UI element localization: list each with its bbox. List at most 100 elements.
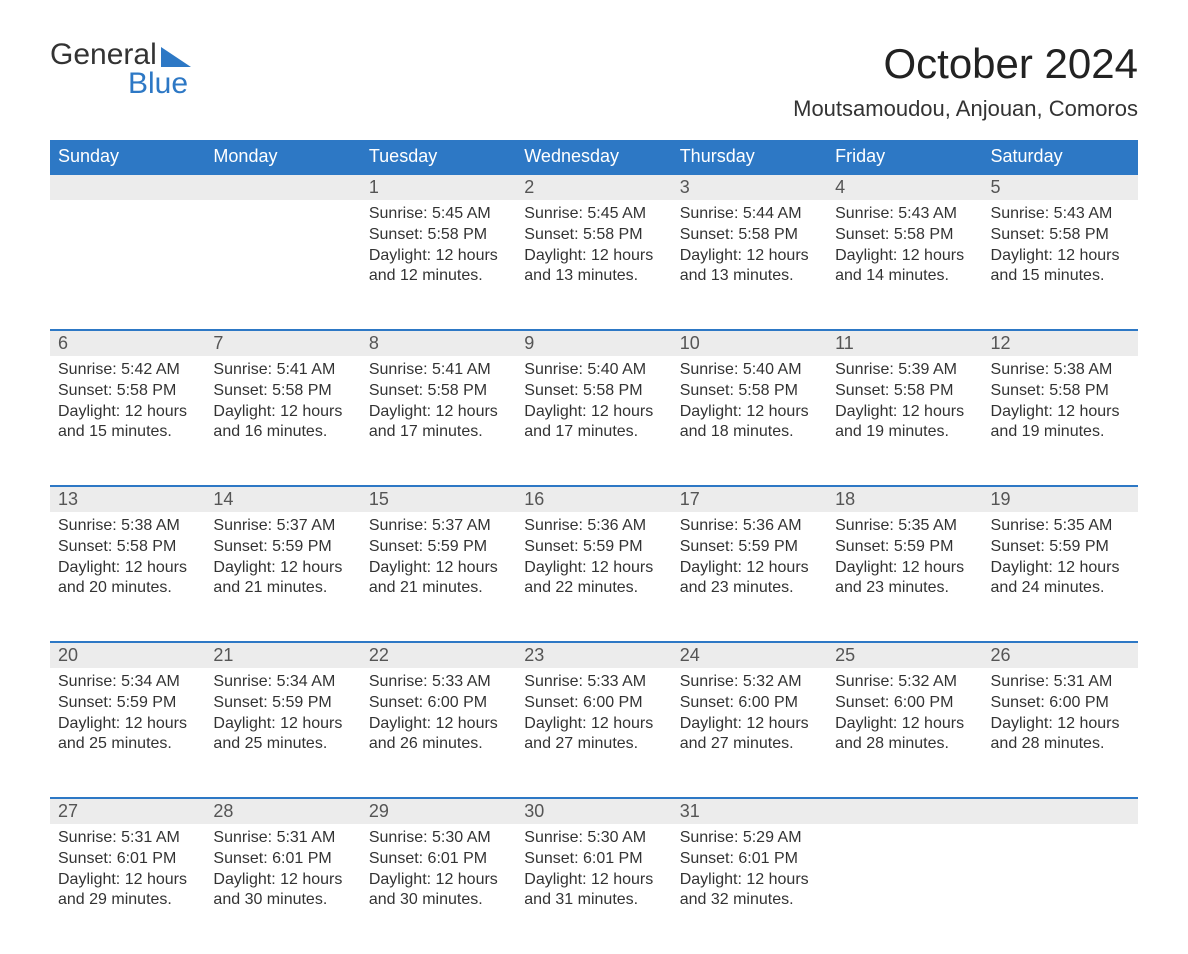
daylight-line: Daylight: 12 hours and 23 minutes. [680, 558, 819, 600]
day-cell: Sunrise: 5:34 AMSunset: 5:59 PMDaylight:… [50, 668, 205, 798]
daylight-line: Daylight: 12 hours and 29 minutes. [58, 870, 197, 912]
sunset-line: Sunset: 5:59 PM [991, 537, 1130, 558]
weekday-header: Monday [205, 140, 360, 174]
sunset-line: Sunset: 5:58 PM [524, 381, 663, 402]
daylight-line: Daylight: 12 hours and 13 minutes. [680, 246, 819, 288]
sunrise-line: Sunrise: 5:35 AM [991, 516, 1130, 537]
day-number: 1 [361, 174, 516, 200]
day-cell: Sunrise: 5:32 AMSunset: 6:00 PMDaylight:… [827, 668, 982, 798]
day-number: 22 [361, 642, 516, 668]
sunset-line: Sunset: 6:01 PM [213, 849, 352, 870]
sunset-line: Sunset: 6:01 PM [58, 849, 197, 870]
day-cell: Sunrise: 5:44 AMSunset: 5:58 PMDaylight:… [672, 200, 827, 330]
sunrise-line: Sunrise: 5:30 AM [524, 828, 663, 849]
sunset-line: Sunset: 5:58 PM [369, 381, 508, 402]
day-cell: Sunrise: 5:33 AMSunset: 6:00 PMDaylight:… [361, 668, 516, 798]
sunset-line: Sunset: 5:58 PM [213, 381, 352, 402]
day-number: 2 [516, 174, 671, 200]
daylight-line: Daylight: 12 hours and 25 minutes. [58, 714, 197, 756]
sunset-line: Sunset: 6:01 PM [524, 849, 663, 870]
daylight-line: Daylight: 12 hours and 21 minutes. [213, 558, 352, 600]
day-cell: Sunrise: 5:38 AMSunset: 5:58 PMDaylight:… [983, 356, 1138, 486]
week-daynum-row: 2728293031 [50, 798, 1138, 824]
daylight-line: Daylight: 12 hours and 32 minutes. [680, 870, 819, 912]
sunset-line: Sunset: 5:58 PM [58, 381, 197, 402]
day-cell: Sunrise: 5:43 AMSunset: 5:58 PMDaylight:… [827, 200, 982, 330]
sunrise-line: Sunrise: 5:36 AM [524, 516, 663, 537]
sunrise-line: Sunrise: 5:30 AM [369, 828, 508, 849]
day-number: 27 [50, 798, 205, 824]
week-body-row: Sunrise: 5:45 AMSunset: 5:58 PMDaylight:… [50, 200, 1138, 330]
calendar-table: SundayMondayTuesdayWednesdayThursdayFrid… [50, 140, 1138, 954]
sunset-line: Sunset: 5:59 PM [213, 693, 352, 714]
sunrise-line: Sunrise: 5:32 AM [835, 672, 974, 693]
week-body-row: Sunrise: 5:34 AMSunset: 5:59 PMDaylight:… [50, 668, 1138, 798]
sunrise-line: Sunrise: 5:36 AM [680, 516, 819, 537]
daylight-line: Daylight: 12 hours and 30 minutes. [213, 870, 352, 912]
sunrise-line: Sunrise: 5:45 AM [369, 204, 508, 225]
sunrise-line: Sunrise: 5:45 AM [524, 204, 663, 225]
sunset-line: Sunset: 5:58 PM [991, 225, 1130, 246]
sunrise-line: Sunrise: 5:40 AM [680, 360, 819, 381]
daylight-line: Daylight: 12 hours and 13 minutes. [524, 246, 663, 288]
sunrise-line: Sunrise: 5:34 AM [58, 672, 197, 693]
day-cell: Sunrise: 5:30 AMSunset: 6:01 PMDaylight:… [361, 824, 516, 954]
day-cell: Sunrise: 5:31 AMSunset: 6:00 PMDaylight:… [983, 668, 1138, 798]
sunrise-line: Sunrise: 5:31 AM [58, 828, 197, 849]
sunrise-line: Sunrise: 5:32 AM [680, 672, 819, 693]
sunset-line: Sunset: 5:59 PM [213, 537, 352, 558]
sunrise-line: Sunrise: 5:31 AM [213, 828, 352, 849]
day-cell: Sunrise: 5:31 AMSunset: 6:01 PMDaylight:… [50, 824, 205, 954]
day-cell: Sunrise: 5:39 AMSunset: 5:58 PMDaylight:… [827, 356, 982, 486]
day-number: 5 [983, 174, 1138, 200]
day-number: 6 [50, 330, 205, 356]
empty-daynum-cell [205, 174, 360, 200]
sunrise-line: Sunrise: 5:34 AM [213, 672, 352, 693]
day-number: 8 [361, 330, 516, 356]
day-cell: Sunrise: 5:45 AMSunset: 5:58 PMDaylight:… [361, 200, 516, 330]
sunset-line: Sunset: 5:58 PM [524, 225, 663, 246]
day-cell: Sunrise: 5:40 AMSunset: 5:58 PMDaylight:… [672, 356, 827, 486]
daylight-line: Daylight: 12 hours and 20 minutes. [58, 558, 197, 600]
weekday-header: Tuesday [361, 140, 516, 174]
day-cell: Sunrise: 5:31 AMSunset: 6:01 PMDaylight:… [205, 824, 360, 954]
sunset-line: Sunset: 5:59 PM [680, 537, 819, 558]
empty-day-cell [50, 200, 205, 330]
sunset-line: Sunset: 6:00 PM [991, 693, 1130, 714]
week-body-row: Sunrise: 5:38 AMSunset: 5:58 PMDaylight:… [50, 512, 1138, 642]
sunrise-line: Sunrise: 5:35 AM [835, 516, 974, 537]
sunrise-line: Sunrise: 5:37 AM [213, 516, 352, 537]
daylight-line: Daylight: 12 hours and 22 minutes. [524, 558, 663, 600]
day-cell: Sunrise: 5:36 AMSunset: 5:59 PMDaylight:… [516, 512, 671, 642]
header: General Blue October 2024 Moutsamoudou, … [50, 40, 1138, 122]
day-cell: Sunrise: 5:32 AMSunset: 6:00 PMDaylight:… [672, 668, 827, 798]
day-number: 15 [361, 486, 516, 512]
day-number: 25 [827, 642, 982, 668]
brand-word-2: Blue [50, 70, 191, 97]
daylight-line: Daylight: 12 hours and 17 minutes. [524, 402, 663, 444]
day-number: 3 [672, 174, 827, 200]
sunset-line: Sunset: 6:00 PM [680, 693, 819, 714]
day-cell: Sunrise: 5:40 AMSunset: 5:58 PMDaylight:… [516, 356, 671, 486]
empty-day-cell [827, 824, 982, 954]
day-number: 21 [205, 642, 360, 668]
day-cell: Sunrise: 5:33 AMSunset: 6:00 PMDaylight:… [516, 668, 671, 798]
sunset-line: Sunset: 5:59 PM [524, 537, 663, 558]
empty-day-cell [983, 824, 1138, 954]
day-cell: Sunrise: 5:37 AMSunset: 5:59 PMDaylight:… [361, 512, 516, 642]
day-number: 9 [516, 330, 671, 356]
daylight-line: Daylight: 12 hours and 19 minutes. [835, 402, 974, 444]
weekday-header: Friday [827, 140, 982, 174]
day-number: 30 [516, 798, 671, 824]
empty-daynum-cell [983, 798, 1138, 824]
day-cell: Sunrise: 5:35 AMSunset: 5:59 PMDaylight:… [827, 512, 982, 642]
daylight-line: Daylight: 12 hours and 15 minutes. [991, 246, 1130, 288]
day-number: 4 [827, 174, 982, 200]
brand-logo: General Blue [50, 40, 191, 97]
daylight-line: Daylight: 12 hours and 28 minutes. [835, 714, 974, 756]
day-number: 19 [983, 486, 1138, 512]
weekday-header: Thursday [672, 140, 827, 174]
logo-triangle-icon [161, 47, 191, 67]
title-block: October 2024 Moutsamoudou, Anjouan, Como… [793, 40, 1138, 122]
day-number: 26 [983, 642, 1138, 668]
